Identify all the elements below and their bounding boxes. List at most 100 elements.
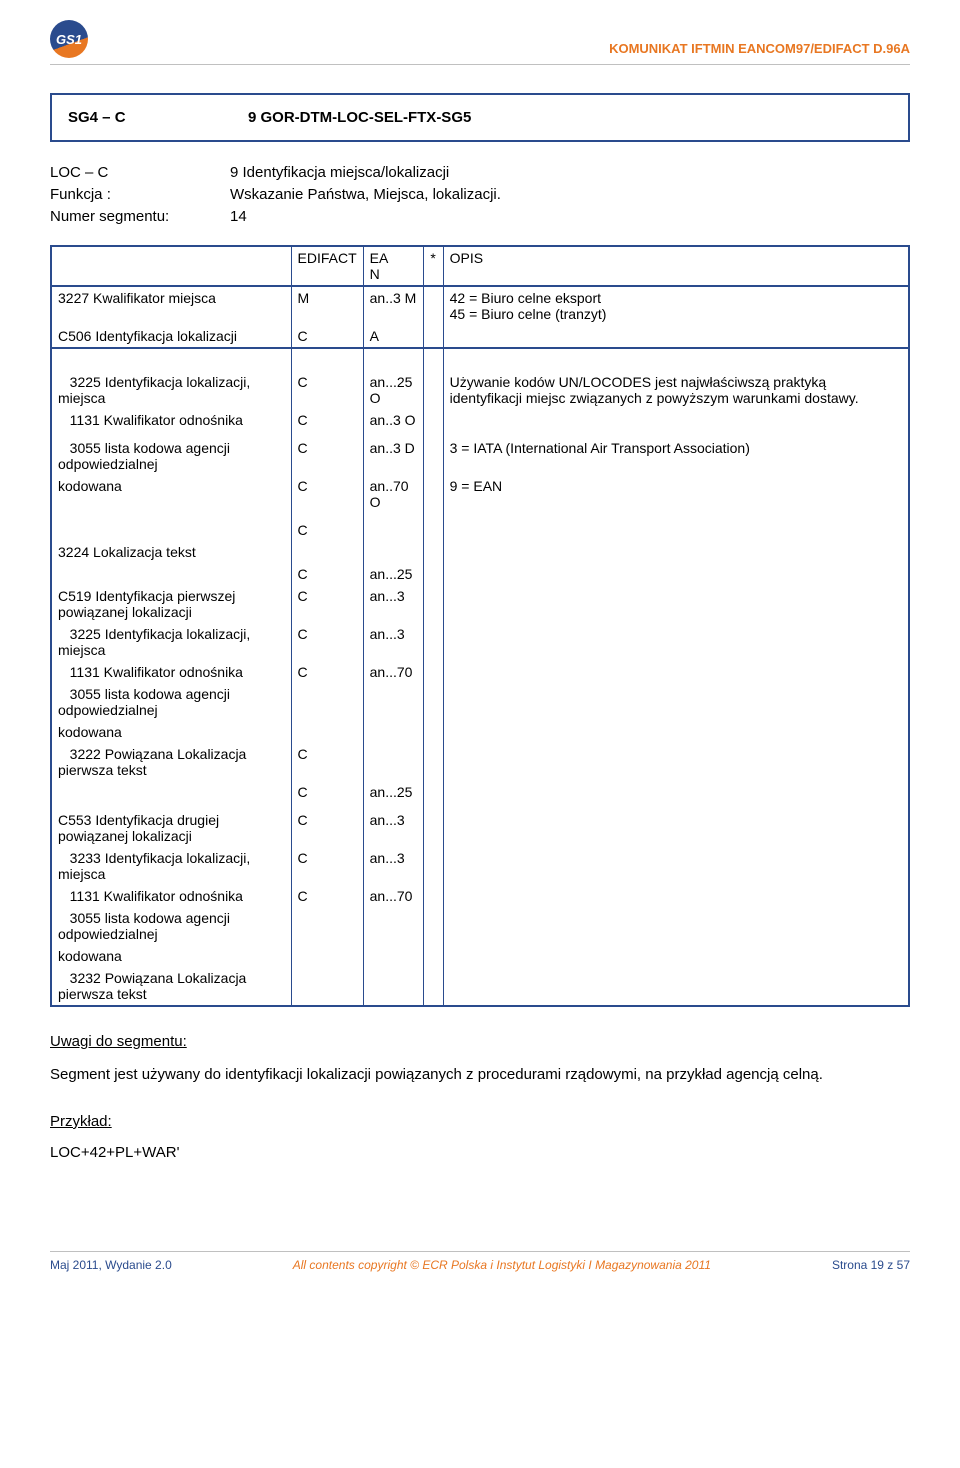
cell-edi: C [291, 661, 363, 683]
cell-desc: 3225 Identyfikacja lokalizacji, miejsca [51, 623, 291, 661]
cell-opis [443, 967, 909, 1006]
cell-opis: 3 = IATA (International Air Transport As… [443, 437, 909, 475]
cell-desc [51, 519, 291, 541]
cell-star [423, 371, 443, 409]
cell-star [423, 809, 443, 847]
cell-ean: an..3 M [363, 286, 423, 325]
cell-star [423, 325, 443, 348]
cell-star [423, 885, 443, 907]
table-row: 3225 Identyfikacja lokalizacji, miejscaC… [51, 371, 909, 409]
cell-ean: an...25 O [363, 371, 423, 409]
cell-edi: C [291, 325, 363, 348]
cell-opis [443, 541, 909, 563]
cell-ean: an...3 [363, 585, 423, 623]
cell-ean: A [363, 325, 423, 348]
cell-opis [443, 721, 909, 743]
cell-opis [443, 809, 909, 847]
cell-desc [51, 563, 291, 585]
cell-edi: C [291, 475, 363, 513]
hdr-ean: EAN [363, 246, 423, 286]
cell-ean: an...3 [363, 847, 423, 885]
info-label: Funkcja : [50, 184, 230, 206]
cell-star [423, 847, 443, 885]
cell-opis [443, 885, 909, 907]
cell-star [423, 683, 443, 721]
cell-edi: C [291, 585, 363, 623]
cell-ean: an...25 [363, 781, 423, 803]
cell-desc: 3055 lista kodowa agencji odpowiedzialne… [51, 683, 291, 721]
cell-opis [443, 907, 909, 945]
info-row: Numer segmentu:14 [50, 206, 910, 228]
edifact-table: EDIFACTEAN*OPIS3227 Kwalifikator miejsca… [50, 245, 910, 1007]
cell-star [423, 781, 443, 803]
cell-desc: 3222 Powiązana Lokalizacja pierwsza teks… [51, 743, 291, 781]
cell-opis [443, 743, 909, 781]
cell-opis [443, 325, 909, 348]
cell-ean: an..3 O [363, 409, 423, 431]
hdr-opis: OPIS [443, 246, 909, 286]
info-table: LOC – C9 Identyfikacja miejsca/lokalizac… [50, 162, 910, 227]
table-row: EDIFACTEAN*OPIS [51, 246, 909, 286]
info-row: LOC – C9 Identyfikacja miejsca/lokalizac… [50, 162, 910, 184]
example-code: LOC+42+PL+WAR' [50, 1144, 910, 1161]
hdr-edifact: EDIFACT [291, 246, 363, 286]
table-row: 1131 Kwalifikator odnośnikaCan...70 [51, 661, 909, 683]
cell-ean: an...3 [363, 623, 423, 661]
cell-edi: C [291, 743, 363, 781]
cell-edi [291, 541, 363, 563]
cell-edi: C [291, 781, 363, 803]
table-row: C553 Identyfikacja drugiej powiązanej lo… [51, 809, 909, 847]
table-row: C519 Identyfikacja pierwszej powiązanej … [51, 585, 909, 623]
cell-ean [363, 683, 423, 721]
table-cell [363, 348, 423, 371]
cell-desc: 1131 Kwalifikator odnośnika [51, 661, 291, 683]
cell-edi [291, 683, 363, 721]
cell-edi [291, 721, 363, 743]
cell-opis [443, 661, 909, 683]
cell-edi: C [291, 847, 363, 885]
cell-star [423, 623, 443, 661]
table-cell [423, 348, 443, 371]
cell-ean: an...3 [363, 809, 423, 847]
footer-left: Maj 2011, Wydanie 2.0 [50, 1258, 172, 1272]
cell-star [423, 563, 443, 585]
table-row: 3055 lista kodowa agencji odpowiedzialne… [51, 907, 909, 945]
cell-ean [363, 519, 423, 541]
cell-star [423, 286, 443, 325]
table-row: 3225 Identyfikacja lokalizacji, miejscaC… [51, 623, 909, 661]
info-label: LOC – C [50, 162, 230, 184]
cell-edi: C [291, 371, 363, 409]
cell-ean [363, 541, 423, 563]
info-value: Wskazanie Państwa, Miejsca, lokalizacji. [230, 184, 501, 206]
cell-star [423, 661, 443, 683]
table-row: 3224 Lokalizacja tekst [51, 541, 909, 563]
cell-edi: C [291, 409, 363, 431]
cell-desc: 3227 Kwalifikator miejsca [51, 286, 291, 325]
header-title: KOMUNIKAT IFTMIN EANCOM97/EDIFACT D.96A [609, 41, 910, 56]
footer-mid: All contents copyright © ECR Polska i In… [293, 1258, 711, 1272]
cell-star [423, 409, 443, 431]
cell-desc [51, 781, 291, 803]
cell-desc: C553 Identyfikacja drugiej powiązanej lo… [51, 809, 291, 847]
hdr-star: * [423, 246, 443, 286]
cell-edi: C [291, 437, 363, 475]
cell-ean: an..70 O [363, 475, 423, 513]
cell-opis: 42 = Biuro celne eksport45 = Biuro celne… [443, 286, 909, 325]
cell-star [423, 721, 443, 743]
cell-desc: kodowana [51, 721, 291, 743]
segment-box: SG4 – C 9 GOR-DTM-LOC-SEL-FTX-SG5 [50, 93, 910, 142]
page-header: GS1 KOMUNIKAT IFTMIN EANCOM97/EDIFACT D.… [50, 20, 910, 65]
cell-edi: C [291, 623, 363, 661]
table-row: 3055 lista kodowa agencji odpowiedzialne… [51, 437, 909, 475]
cell-ean [363, 907, 423, 945]
cell-opis [443, 683, 909, 721]
cell-opis: 9 = EAN [443, 475, 909, 513]
table-row [51, 348, 909, 371]
cell-edi [291, 945, 363, 967]
cell-star [423, 907, 443, 945]
segment-desc: 9 GOR-DTM-LOC-SEL-FTX-SG5 [248, 109, 471, 126]
info-value: 14 [230, 206, 247, 228]
cell-edi: M [291, 286, 363, 325]
table-row: 3232 Powiązana Lokalizacja pierwsza teks… [51, 967, 909, 1006]
notes-title: Uwagi do segmentu: [50, 1033, 910, 1050]
